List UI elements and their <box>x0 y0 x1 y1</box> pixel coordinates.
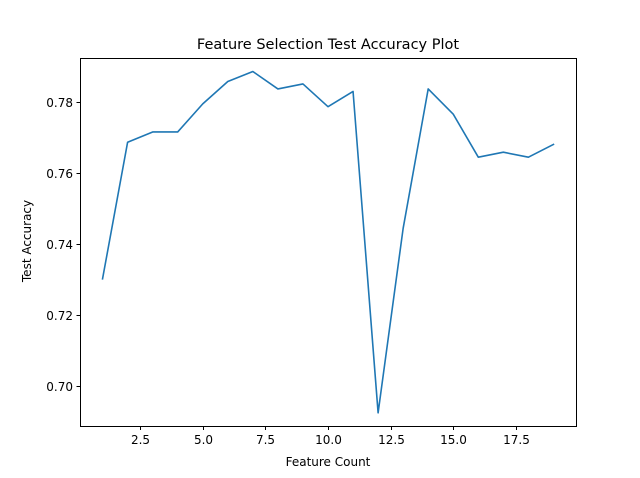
plot-area-frame <box>80 58 577 427</box>
y-tick-label: 0.76 <box>46 167 73 181</box>
y-axis-title: Test Accuracy <box>20 200 34 283</box>
x-tick-label: 2.5 <box>131 433 150 447</box>
series-layer <box>101 70 555 414</box>
y-tick-label: 0.78 <box>46 96 73 110</box>
x-axis-ticks: 2.5 5.0 7.5 10.0 12.5 15.0 17.5 <box>131 426 530 447</box>
x-tick-label: 12.5 <box>378 433 405 447</box>
y-tick-label: 0.72 <box>46 309 73 323</box>
chart-title: Feature Selection Test Accuracy Plot <box>197 37 459 53</box>
x-tick-label: 5.0 <box>194 433 213 447</box>
series-line <box>101 70 555 414</box>
y-axis-ticks: 0.70 0.72 0.74 0.76 0.78 <box>46 96 81 394</box>
x-tick-label: 10.0 <box>315 433 342 447</box>
x-tick-label: 7.5 <box>256 433 275 447</box>
y-tick-label: 0.74 <box>46 238 73 252</box>
x-tick-label: 17.5 <box>503 433 530 447</box>
x-tick-label: 15.0 <box>440 433 467 447</box>
y-tick-label: 0.70 <box>46 380 73 394</box>
x-axis-title: Feature Count <box>286 455 371 469</box>
